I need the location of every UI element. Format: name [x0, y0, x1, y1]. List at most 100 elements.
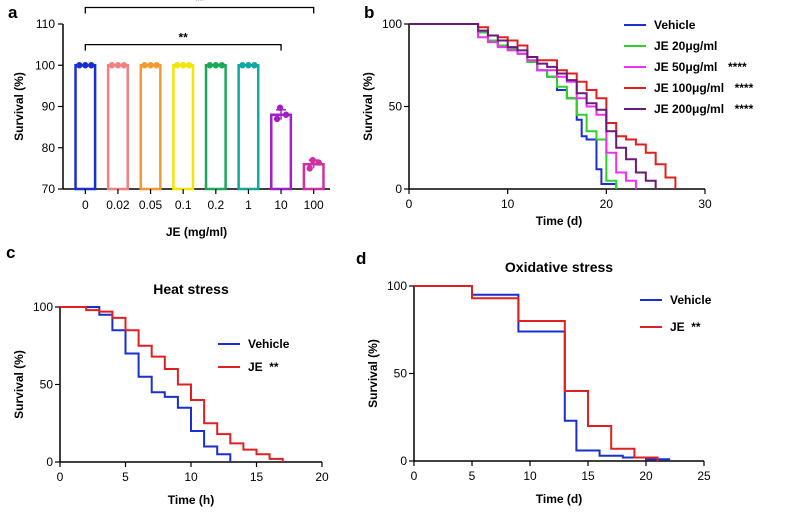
data-point	[212, 62, 220, 69]
chart-panel-c: c 0 50 100 0 5 10 15 20 Vehicle JE ** Heat stress Tim…	[6, 243, 329, 507]
x-tick-label: 0	[411, 469, 418, 483]
bar-0.1	[172, 64, 195, 191]
data-point	[173, 62, 181, 69]
x-tick-label: 25	[697, 469, 711, 483]
x-axis-label: JE (mg/ml)	[166, 225, 227, 239]
legend-label: JE 50μg/ml	[654, 60, 717, 74]
legend-significance: **	[691, 320, 701, 334]
y-tick-label: 110	[36, 17, 55, 31]
y-tick-label: 100	[387, 279, 407, 293]
legend-label: JE 200μg/ml	[654, 102, 724, 116]
legend-label: JE	[670, 320, 685, 334]
y-tick-label: 100	[33, 300, 53, 314]
data-point	[239, 62, 246, 69]
data-point	[206, 62, 214, 69]
x-tick-label: 20	[600, 197, 614, 211]
panel-letter-a: a	[8, 3, 18, 22]
series-line-1	[414, 285, 659, 461]
x-tick-label: 1	[245, 198, 252, 212]
data-point	[141, 62, 148, 69]
bar-0.2	[204, 64, 227, 191]
data-point	[309, 156, 316, 164]
series-line-0	[60, 306, 232, 462]
legend-significance: ****	[735, 81, 754, 95]
legend-label: JE 100μg/ml	[654, 81, 724, 95]
data-point	[185, 62, 193, 69]
legend-label: Vehicle	[248, 337, 290, 351]
y-tick-label: 50	[394, 367, 408, 381]
x-tick-label: 20	[639, 469, 653, 483]
y-axis-label: Survival (%)	[12, 72, 26, 141]
x-tick-label: 0	[406, 197, 413, 211]
chart-panel-b: b 0 50 100 0 10 20 30 Vehicle JE 20μg/ml JE 50μg/m…	[361, 3, 754, 228]
significance-label: **	[179, 31, 189, 45]
legend-label: Vehicle	[654, 18, 696, 32]
x-tick-label: 5	[469, 469, 476, 483]
x-tick-label: 10	[523, 469, 537, 483]
legend-significance: ****	[728, 60, 747, 74]
x-tick-label: 0.2	[207, 198, 224, 212]
data-point	[306, 165, 313, 172]
y-axis-label: Survival (%)	[12, 350, 26, 419]
series-line-1	[60, 306, 284, 462]
significance-label: **	[195, 0, 205, 8]
x-axis-label: Time (d)	[536, 492, 582, 506]
data-point	[251, 62, 258, 69]
x-tick-label: 15	[250, 470, 264, 484]
data-point	[273, 115, 281, 123]
data-point	[82, 62, 89, 69]
y-tick-label: 0	[46, 455, 53, 469]
bar-0	[74, 64, 97, 191]
data-point	[153, 62, 160, 69]
series-line-2	[409, 23, 637, 189]
legend-label: JE 20μg/ml	[654, 39, 717, 53]
bar-10	[270, 113, 293, 191]
data-point	[120, 62, 128, 69]
data-point	[315, 159, 322, 166]
x-tick-label: 10	[274, 198, 288, 212]
series-line-3	[409, 23, 677, 189]
x-tick-label: 0	[82, 198, 89, 212]
y-tick-label: 70	[42, 182, 56, 196]
data-point	[276, 104, 284, 111]
y-tick-label: 90	[42, 100, 56, 114]
legend-label: Vehicle	[670, 293, 712, 307]
x-axis-label: Time (d)	[536, 214, 582, 228]
x-tick-label: 15	[581, 469, 595, 483]
significance-bracket	[84, 43, 282, 51]
x-axis-label: Time (h)	[168, 493, 214, 507]
x-tick-label: 10	[501, 197, 515, 211]
x-tick-label: 0	[57, 470, 64, 484]
y-tick-label: 0	[400, 454, 407, 468]
x-tick-label: 0.1	[175, 198, 192, 212]
series-line-4	[409, 23, 657, 189]
bar-0.02	[106, 64, 129, 191]
x-tick-label: 0.05	[139, 198, 163, 212]
legend-label: JE	[248, 360, 263, 374]
data-point	[108, 62, 116, 69]
bar-0.05	[139, 64, 162, 191]
y-tick-label: 100	[35, 58, 55, 72]
data-point	[147, 62, 154, 69]
y-tick-label: 0	[395, 182, 402, 196]
data-point	[282, 111, 290, 118]
panel-letter-d: d	[356, 249, 366, 268]
chart-panel-d: d 0 50 100 0 5 10 15 20 25 Vehicle JE ** Oxidative st…	[356, 249, 712, 506]
x-tick-label: 0.02	[106, 198, 130, 212]
legend-significance: ****	[735, 102, 754, 116]
x-tick-label: 10	[184, 470, 198, 484]
y-tick-label: 50	[389, 100, 403, 114]
data-point	[114, 62, 122, 69]
x-tick-label: 5	[122, 470, 129, 484]
panel-letter-b: b	[364, 3, 374, 22]
data-point	[76, 62, 83, 69]
bar-1	[237, 64, 260, 191]
x-tick-label: 30	[698, 197, 712, 211]
data-point	[88, 62, 95, 69]
y-tick-label: 100	[382, 17, 402, 31]
panel-letter-c: c	[6, 243, 15, 262]
data-point	[245, 62, 252, 69]
data-point	[179, 62, 187, 69]
